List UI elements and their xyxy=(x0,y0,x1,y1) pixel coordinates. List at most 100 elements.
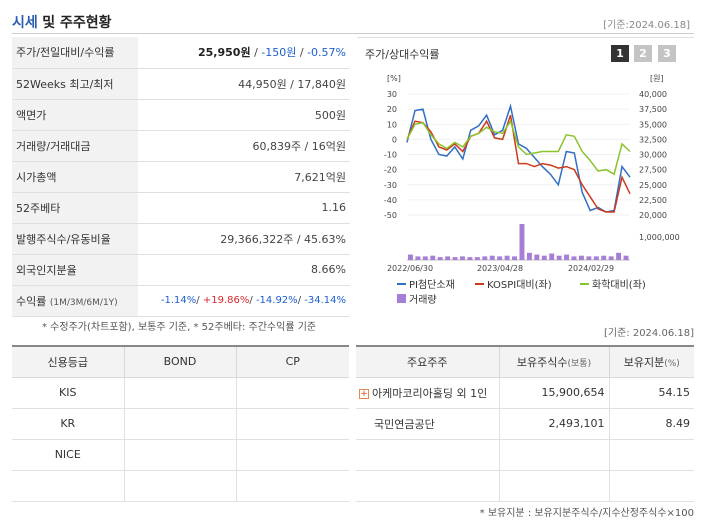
chart-tab-1[interactable]: 1 xyxy=(611,45,629,62)
row-value: 44,950원 / 17,840원 xyxy=(138,68,350,100)
header-pct-unit: (%) xyxy=(664,358,680,369)
left-tick-label: -50 xyxy=(384,211,397,220)
title-sub: 및 주주현황 xyxy=(42,15,112,31)
chart-tab-2[interactable]: 2 xyxy=(634,45,652,62)
header-shares: 보유주식수(보통) xyxy=(498,345,609,378)
table-row xyxy=(356,439,694,471)
right-unit-label: [원] xyxy=(650,74,664,83)
separator: / xyxy=(249,295,256,306)
volume-bar xyxy=(445,256,451,260)
series-line-2 xyxy=(406,114,631,213)
bond-cell xyxy=(123,377,236,409)
separator: / xyxy=(296,46,308,60)
bond-cell xyxy=(123,470,236,502)
row-value: 1.16 xyxy=(138,192,350,224)
volume-bar xyxy=(593,256,599,260)
holder-pct xyxy=(608,439,694,471)
row-value: 500원 xyxy=(138,99,350,131)
x-tick-label: 2023/04/28 xyxy=(477,264,523,273)
holder-name xyxy=(356,470,499,502)
price-value: 25,950원 / -150원 / -0.57% xyxy=(138,37,350,69)
returns-value: -1.14%/ +19.86%/ -14.92%/ -34.14% xyxy=(138,285,350,317)
change: -150원 xyxy=(261,46,297,60)
right-tick-label: 22,500 xyxy=(639,196,667,205)
left-tick-label: -30 xyxy=(384,181,397,190)
right-tick-label: 37,500 xyxy=(639,105,667,114)
agency: KR xyxy=(12,408,124,440)
row-value: 7,621억원 xyxy=(138,161,350,193)
volume-tick-label: 1,000,000 xyxy=(639,233,680,242)
holders-date: [기준: 2024.06.18] xyxy=(603,328,694,339)
label-main: 수익률 xyxy=(16,294,47,308)
volume-bar xyxy=(571,256,577,260)
stock-row: 외국인지분율 8.66% xyxy=(12,254,350,286)
x-tick-label: 2024/02/29 xyxy=(568,264,614,273)
row-value: 8.66% xyxy=(138,254,350,286)
volume-bar xyxy=(497,256,503,260)
return-6m: -14.92% xyxy=(255,295,298,306)
row-label: 외국인지분율 xyxy=(12,254,138,286)
header-date: [기준:2024.06.18] xyxy=(603,20,690,31)
volume-bar xyxy=(608,256,614,260)
stock-note: * 수정주가(차트포함), 보통주 기준, * 52주베타: 주간수익률 기준 xyxy=(42,322,317,333)
stock-row: 액면가 500원 xyxy=(12,99,350,131)
stock-row: 발행주식수/유동비율 29,366,322주 / 45.63% xyxy=(12,223,350,255)
right-tick-label: 30,000 xyxy=(639,151,667,160)
header-holder: 주요주주 xyxy=(356,345,499,378)
legend-label: PI첨단소재 xyxy=(409,279,455,291)
holders-note: * 보유지분 : 보유지분주식수/지수산정주식수×100 xyxy=(479,508,694,519)
table-row: NICE xyxy=(12,439,349,471)
row-label: 52Weeks 최고/최저 xyxy=(12,68,138,100)
series-line-1 xyxy=(406,103,631,213)
header-bond: BOND xyxy=(123,345,236,378)
row-label: 발행주식수/유동비율 xyxy=(12,223,138,255)
bond-cell xyxy=(123,439,236,471)
holder-name xyxy=(356,439,499,471)
header-grade: 신용등급 xyxy=(12,345,124,378)
volume-bar xyxy=(519,224,525,260)
stock-row: 52Weeks 최고/최저 44,950원 / 17,840원 xyxy=(12,68,350,100)
rate: -0.57% xyxy=(307,46,346,60)
holder-shares xyxy=(498,439,609,471)
right-tick-label: 40,000 xyxy=(639,90,667,99)
left-tick-label: 0 xyxy=(392,135,397,144)
header-pct-label: 보유지분 xyxy=(623,355,665,369)
series-line-3 xyxy=(406,119,631,176)
return-1y: -34.14% xyxy=(304,295,346,306)
volume-bar xyxy=(482,256,488,260)
chart-tab-3[interactable]: 3 xyxy=(658,45,676,62)
left-tick-label: 30 xyxy=(387,90,397,99)
separator: / xyxy=(297,295,305,306)
volume-bar xyxy=(415,256,421,260)
holder-shares: 2,493,101 xyxy=(498,408,609,440)
stock-info-table: 주가/전일대비/수익률 25,950원 / -150원 / -0.57% 52W… xyxy=(12,37,350,317)
table-row: KR xyxy=(12,408,349,440)
stock-row: 시가총액 7,621억원 xyxy=(12,161,350,193)
price: 25,950원 xyxy=(198,46,251,60)
volume-bar xyxy=(489,255,495,260)
volume-bar xyxy=(549,253,555,260)
label-sub: (1M/3M/6M/1Y) xyxy=(49,297,118,308)
volume-bar xyxy=(467,257,473,260)
volume-bar xyxy=(504,255,510,260)
stock-row: 거래량/거래대금 60,839주 / 16억원 xyxy=(12,130,350,162)
table-row: + 아케마코리아홀딩 외 1인 15,900,654 54.15 xyxy=(356,377,694,409)
holder-shares xyxy=(498,470,609,502)
row-value: 60,839주 / 16억원 xyxy=(138,130,350,162)
legend-label: 화학대비(좌) xyxy=(592,279,646,291)
table-row: KIS xyxy=(12,377,349,409)
holders-table: 주요주주 보유주식수(보통) 보유지분(%) + 아케마코리아홀딩 외 1인 15… xyxy=(356,345,694,502)
credit-header: 신용등급 BOND CP xyxy=(12,345,349,378)
volume-bar xyxy=(512,256,517,260)
expand-plus-icon[interactable]: + xyxy=(359,388,369,399)
table-row: 국민연금공단 2,493,101 8.49 xyxy=(356,408,694,440)
row-label: 거래량/거래대금 xyxy=(12,130,138,162)
cp-cell xyxy=(235,377,349,409)
x-tick-label: 2022/06/30 xyxy=(387,264,433,273)
chart-title: 주가/상대수익률 xyxy=(365,48,440,61)
volume-bar xyxy=(616,252,622,260)
bond-cell xyxy=(123,408,236,440)
cp-cell xyxy=(235,470,349,502)
right-tick-label: 27,500 xyxy=(639,166,667,175)
holder-pct: 54.15 xyxy=(608,377,694,409)
